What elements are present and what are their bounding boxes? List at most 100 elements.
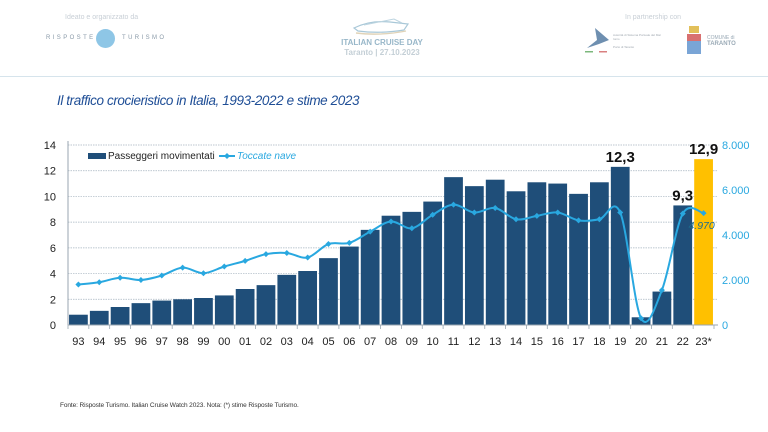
header-divider — [0, 76, 768, 77]
x-tick-label: 13 — [489, 336, 501, 348]
comune-label: COMUNE di — [707, 35, 735, 41]
legend-marker — [224, 153, 230, 159]
line-marker — [450, 201, 457, 208]
bar — [152, 300, 172, 325]
x-tick-label: 16 — [552, 336, 564, 348]
bar — [235, 289, 255, 325]
y-tick-label: 0 — [50, 320, 56, 332]
x-tick-label: 00 — [218, 336, 230, 348]
bar — [89, 310, 109, 325]
chart-title: Il traffico crocieristico in Italia, 199… — [57, 93, 360, 108]
bar — [527, 182, 547, 325]
bar — [673, 205, 693, 325]
x-tick-label: 14 — [510, 336, 522, 348]
x-tick-label: 02 — [260, 336, 272, 348]
x-tick-label: 99 — [197, 336, 209, 348]
line-marker — [679, 210, 686, 217]
bar — [402, 211, 422, 325]
line-marker — [388, 218, 394, 225]
x-tick-label: 12 — [468, 336, 480, 348]
line-marker — [596, 216, 603, 223]
line-marker — [158, 272, 165, 279]
bar — [339, 246, 359, 325]
organizer-caption: Ideato e organizzato da — [65, 14, 139, 21]
bar — [194, 298, 213, 325]
bar — [256, 285, 276, 325]
port-authority-icon — [585, 28, 609, 53]
footnote: Fonte: Risposte Turismo. Italian Cruise … — [60, 402, 299, 409]
cruise-ship-icon — [352, 18, 410, 35]
x-tick-label: 06 — [343, 336, 355, 348]
y2-tick-label: 0 — [722, 320, 728, 332]
y2-tick-label: 8.000 — [722, 140, 750, 152]
x-tick-label: 18 — [593, 336, 605, 348]
bar — [131, 303, 151, 325]
event-title: ITALIAN CRUISE DAY — [341, 38, 423, 47]
legend: Passeggeri movimentati Toccate nave — [88, 151, 297, 162]
line-marker — [617, 209, 624, 216]
labels: 12,3 9,3 12,9 4.970 — [606, 141, 719, 232]
italian-cruise-day-logo: ITALIAN CRUISE DAY Taranto | 27.10.2023 — [322, 16, 442, 57]
y-tick-label: 2 — [50, 294, 56, 306]
bar — [360, 229, 380, 325]
x-tick-label: 95 — [114, 336, 126, 348]
y-tick-label: 12 — [44, 166, 56, 178]
y2-tick-label: 6.000 — [722, 185, 750, 197]
line-marker — [242, 257, 249, 264]
x-tick-label: 15 — [531, 336, 543, 348]
line-series — [75, 201, 707, 323]
line-marker — [96, 279, 103, 286]
bars — [69, 159, 713, 325]
line-marker — [325, 241, 332, 247]
comune-taranto-logo: COMUNE di TARANTO — [687, 26, 757, 58]
line-marker — [513, 216, 520, 223]
bar — [569, 193, 588, 325]
data-label: 4.970 — [688, 220, 714, 232]
x-tick-label: 01 — [239, 336, 251, 348]
x-tick-label: 23* — [695, 336, 712, 348]
x-tick-label: 98 — [176, 336, 188, 348]
event-subtitle: Taranto | 27.10.2023 — [344, 48, 420, 57]
bar — [214, 295, 234, 325]
bar — [298, 271, 318, 325]
logo-word-left: RISPOSTE — [46, 35, 96, 41]
partnership-caption: In partnership con — [625, 14, 682, 21]
line-marker — [367, 228, 374, 235]
line-marker — [346, 239, 353, 246]
line-marker — [304, 254, 311, 261]
data-label: 12,9 — [689, 141, 718, 158]
data-label: 12,3 — [606, 149, 635, 166]
x-tick-label: 97 — [156, 336, 168, 348]
line-marker — [75, 281, 82, 288]
line-marker — [638, 315, 645, 322]
line-marker — [179, 264, 186, 271]
port-authority-sub: Porto di Taranto — [613, 45, 635, 49]
bar — [506, 191, 526, 325]
logo-word-right: TURISMO — [122, 35, 167, 41]
logo-circle-icon — [96, 29, 115, 48]
x-tick-label: 93 — [72, 336, 84, 348]
y-tick-label: 8 — [50, 217, 56, 229]
bar — [590, 182, 609, 325]
x-tick-label: 17 — [572, 336, 584, 348]
line-marker — [471, 209, 478, 216]
data-label: 9,3 — [672, 187, 693, 204]
line-marker — [554, 209, 561, 216]
bar — [444, 177, 463, 325]
taranto-label: TARANTO — [707, 41, 736, 47]
line-marker — [200, 270, 207, 277]
crest-icon — [687, 26, 701, 54]
x-tick-label: 20 — [635, 336, 647, 348]
line-marker — [658, 287, 665, 294]
x-tick-label: 09 — [406, 336, 418, 348]
x-tick-label: 05 — [322, 336, 334, 348]
bar — [110, 307, 130, 325]
bar — [548, 183, 568, 325]
header: Ideato e organizzato da RISPOSTE TURISMO… — [0, 0, 768, 76]
bar — [423, 201, 443, 325]
line-marker — [137, 277, 144, 283]
line-marker — [492, 205, 499, 211]
line-marker — [700, 210, 707, 217]
